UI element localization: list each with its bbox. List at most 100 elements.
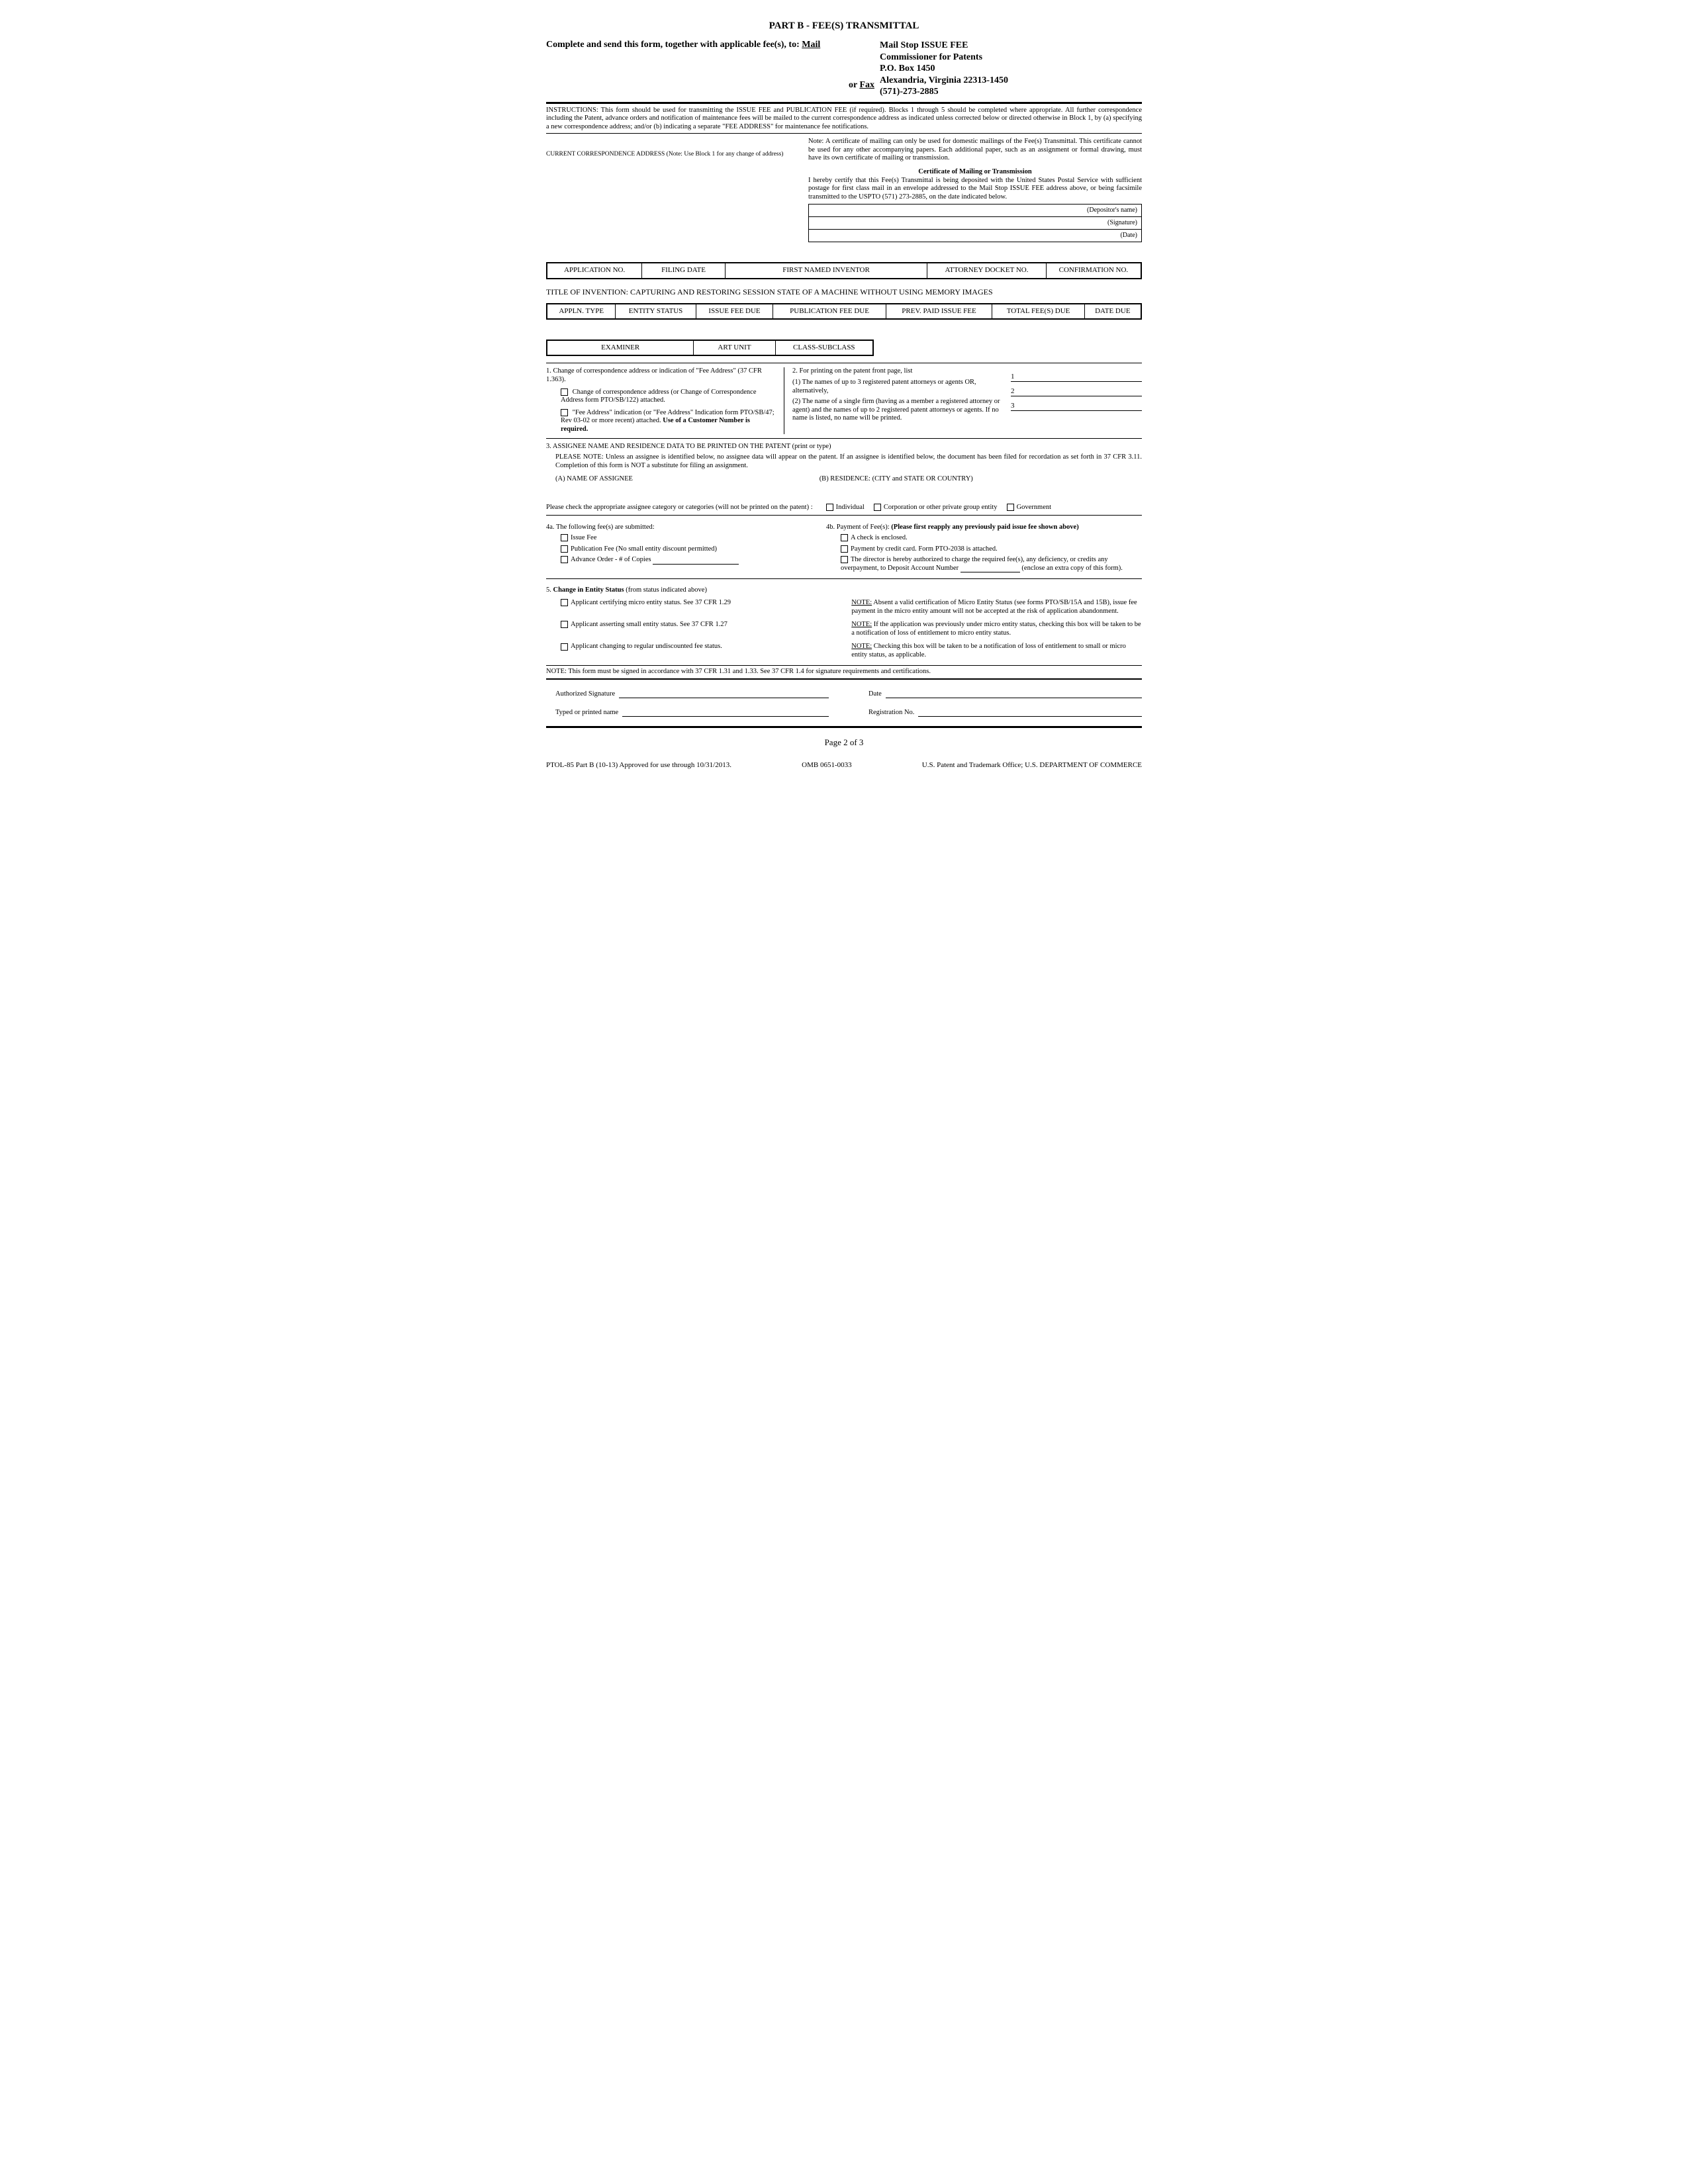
chk-check-enclosed[interactable] <box>841 534 848 541</box>
copies-input[interactable] <box>653 557 739 565</box>
chk-regular-fee[interactable] <box>561 643 568 651</box>
cert-depositor[interactable]: (Depositor's name) <box>809 205 1141 216</box>
fee-table: APPLN. TYPE ENTITY STATUS ISSUE FEE DUE … <box>546 303 1142 320</box>
tbl1-c5: CONFIRMATION NO. <box>1046 263 1141 278</box>
instructions: INSTRUCTIONS: This form should be used f… <box>546 107 1142 132</box>
examiner-table: EXAMINER ART UNIT CLASS-SUBCLASS <box>546 340 874 356</box>
tbl3-c3: CLASS-SUBCLASS <box>775 340 873 355</box>
chk-corporation[interactable] <box>874 504 881 511</box>
cat-prompt: Please check the appropriate assignee ca… <box>546 504 813 512</box>
chk-small-entity[interactable] <box>561 621 568 628</box>
block3-title: 3. ASSIGNEE NAME AND RESIDENCE DATA TO B… <box>546 443 1142 451</box>
b5-ta: 5. <box>546 586 553 594</box>
b4b-title: 4b. Payment of Fee(s): <box>826 523 891 531</box>
page-number: Page 2 of 3 <box>546 737 1142 748</box>
footer-mid: OMB 0651-0033 <box>802 761 851 770</box>
b5-tc: (from status indicated above) <box>624 586 707 594</box>
typed-name-input[interactable] <box>622 707 829 717</box>
app-info-table: APPLICATION NO. FILING DATE FIRST NAMED … <box>546 262 1142 279</box>
fax-prefix: or <box>849 80 859 90</box>
note-label-1: NOTE: <box>851 599 872 606</box>
chk-issue-fee[interactable] <box>561 534 568 541</box>
chk-government[interactable] <box>1007 504 1014 511</box>
current-address-note: CURRENT CORRESPONDENCE ADDRESS (Note: Us… <box>546 151 808 158</box>
b4a-chk1: Issue Fee <box>571 534 596 541</box>
chk-credit-card[interactable] <box>841 545 848 553</box>
date-input[interactable] <box>886 689 1142 698</box>
cat3: Government <box>1017 504 1052 511</box>
fax-label: Fax <box>859 80 874 90</box>
num2: 2 <box>1011 387 1015 396</box>
addr-l2: Commissioner for Patents <box>880 52 1008 64</box>
cert-body: I hereby certify that this Fee(s) Transm… <box>808 177 1142 202</box>
tbl1-c3: FIRST NAMED INVENTOR <box>725 263 927 278</box>
title-value: CAPTURING AND RESTORING SESSION STATE OF… <box>630 287 993 296</box>
tbl2-c6: TOTAL FEE(S) DUE <box>992 304 1084 319</box>
note-label-3: NOTE: <box>851 643 872 650</box>
chk-individual[interactable] <box>826 504 833 511</box>
block3-a: (A) NAME OF ASSIGNEE <box>555 475 820 484</box>
b5-note2: If the application was previously under … <box>851 621 1141 637</box>
b4a-chk2: Publication Fee (No small entity discoun… <box>571 545 717 553</box>
block2-p2: (2) The name of a single firm (having as… <box>792 398 1003 423</box>
tbl2-c5: PREV. PAID ISSUE FEE <box>886 304 992 319</box>
block2-p1: (1) The names of up to 3 registered pate… <box>792 379 1003 395</box>
num3: 3 <box>1011 402 1015 410</box>
b4a-chk3: Advance Order - # of Copies <box>571 556 651 563</box>
tbl1-c4: ATTORNEY DOCKET NO. <box>927 263 1047 278</box>
date-label: Date <box>868 690 882 699</box>
tbl3-c2: ART UNIT <box>694 340 775 355</box>
cert-signature[interactable]: (Signature) <box>809 216 1141 229</box>
chk-fee-address[interactable] <box>561 409 568 416</box>
block1-chk1: Change of correspondence address (or Cha… <box>561 388 756 404</box>
attorney-line-3[interactable]: 3 <box>1011 400 1142 411</box>
tbl1-c2: FILING DATE <box>642 263 726 278</box>
tbl2-c7: DATE DUE <box>1084 304 1141 319</box>
attorney-line-2[interactable]: 2 <box>1011 386 1142 396</box>
cert-date[interactable]: (Date) <box>809 229 1141 242</box>
b4b-chk1: A check is enclosed. <box>851 534 908 541</box>
subtitle: Complete and send this form, together wi… <box>546 40 800 50</box>
mailing-block: Complete and send this form, together wi… <box>546 40 1142 98</box>
note-label-2: NOTE: <box>851 621 872 628</box>
block3-note: PLEASE NOTE: Unless an assignee is ident… <box>555 453 1142 470</box>
attorney-line-1[interactable]: 1 <box>1011 371 1142 382</box>
addr-l4: Alexandria, Virginia 22313-1450 <box>880 75 1008 87</box>
cat1: Individual <box>836 504 865 511</box>
cert-title: Certificate of Mailing or Transmission <box>808 168 1142 177</box>
tbl2-c1: APPLN. TYPE <box>547 304 616 319</box>
tbl2-c4: PUBLICATION FEE DUE <box>773 304 886 319</box>
b5-chk2: Applicant asserting small entity status.… <box>571 621 727 628</box>
typed-name-label: Typed or printed name <box>555 709 618 717</box>
b5-tb: Change in Entity Status <box>553 586 624 594</box>
chk-advance-order[interactable] <box>561 556 568 563</box>
footer-right: U.S. Patent and Trademark Office; U.S. D… <box>922 761 1142 770</box>
addr-l1: Mail Stop ISSUE FEE <box>880 40 1008 52</box>
addr-l3: P.O. Box 1450 <box>880 63 1008 75</box>
block4a-title: 4a. The following fee(s) are submitted: <box>546 523 826 532</box>
chk-micro-entity[interactable] <box>561 599 568 606</box>
block1-title: 1. Change of correspondence address or i… <box>546 367 777 384</box>
deposit-acct-input[interactable] <box>961 565 1020 572</box>
block4b-title-row: 4b. Payment of Fee(s): (Please first rea… <box>826 523 1142 532</box>
auth-sig-label: Authorized Signature <box>555 690 615 699</box>
footer-left: PTOL-85 Part B (10-13) Approved for use … <box>546 761 731 770</box>
invention-title-row: TITLE OF INVENTION: CAPTURING AND RESTOR… <box>546 287 1142 296</box>
b4b-title-bold: (Please first reapply any previously pai… <box>891 523 1078 531</box>
reg-no-label: Registration No. <box>868 709 914 717</box>
title-label: TITLE OF INVENTION: <box>546 287 628 296</box>
b5-note1: Absent a valid certification of Micro En… <box>851 599 1137 615</box>
chk-pub-fee[interactable] <box>561 545 568 553</box>
b4b-chk3b: (enclose an extra copy of this form). <box>1021 565 1123 572</box>
chk-deposit-account[interactable] <box>841 556 848 563</box>
cert-note: Note: A certificate of mailing can only … <box>808 138 1142 163</box>
sig-note: NOTE: This form must be signed in accord… <box>546 668 1142 676</box>
chk-change-address[interactable] <box>561 388 568 396</box>
auth-sig-input[interactable] <box>619 689 829 698</box>
block3-b: (B) RESIDENCE: (CITY and STATE OR COUNTR… <box>820 475 973 484</box>
addr-fax: (571)-273-2885 <box>880 86 1008 98</box>
num1: 1 <box>1011 373 1015 381</box>
reg-no-input[interactable] <box>918 707 1142 717</box>
cat2: Corporation or other private group entit… <box>884 504 998 511</box>
b5-note3: Checking this box will be taken to be a … <box>851 643 1126 659</box>
